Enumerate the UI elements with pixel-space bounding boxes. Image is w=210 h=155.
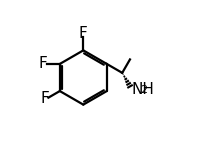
Text: F: F <box>41 91 49 106</box>
Text: F: F <box>38 56 47 71</box>
Text: NH: NH <box>132 82 155 97</box>
Text: 2: 2 <box>140 85 148 95</box>
Text: F: F <box>79 26 88 41</box>
